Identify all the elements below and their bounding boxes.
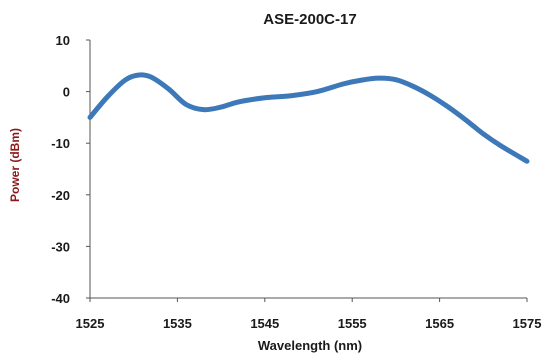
- data-point: [464, 118, 468, 122]
- x-tick-label: 1535: [163, 316, 192, 331]
- x-ticks: 1525 1535 1545 1555 1565 1575: [76, 298, 542, 331]
- series-layer: [87, 72, 530, 164]
- data-point: [289, 94, 293, 98]
- chart-title: ASE-200C-17: [263, 11, 356, 28]
- data-point: [315, 90, 319, 94]
- data-point: [202, 108, 206, 112]
- data-point: [411, 84, 415, 88]
- data-point: [149, 75, 153, 79]
- data-point: [123, 78, 127, 82]
- y-tick-label: -20: [51, 188, 70, 203]
- data-point: [341, 82, 345, 86]
- data-point: [446, 105, 450, 109]
- y-tick-label: -30: [51, 239, 70, 254]
- x-tick-label: 1565: [425, 316, 454, 331]
- data-point: [481, 132, 485, 136]
- data-point: [167, 87, 171, 91]
- data-point: [359, 78, 363, 82]
- data-point: [88, 115, 92, 119]
- x-tick-label: 1525: [76, 316, 105, 331]
- y-tick-label: 10: [56, 33, 70, 48]
- series-line-0: [87, 72, 530, 164]
- data-point: [136, 73, 140, 77]
- data-point: [499, 144, 503, 148]
- data-point: [184, 103, 188, 107]
- data-point: [263, 96, 267, 100]
- y-ticks: 10 0 -10 -20 -30 -40: [51, 33, 90, 306]
- axes: [89, 40, 527, 299]
- data-point: [237, 100, 241, 104]
- data-point: [219, 105, 223, 109]
- data-point: [376, 76, 380, 80]
- x-tick-label: 1575: [513, 316, 542, 331]
- data-point: [525, 159, 529, 163]
- x-tick-label: 1555: [338, 316, 367, 331]
- y-tick-label: -40: [51, 291, 70, 306]
- data-point: [429, 94, 433, 98]
- data-point: [105, 95, 109, 99]
- x-axis-label: Wavelength (nm): [258, 338, 362, 353]
- y-axis-label: Power (dBm): [8, 128, 22, 202]
- data-point: [394, 78, 398, 82]
- x-tick-label: 1545: [250, 316, 279, 331]
- y-tick-label: -10: [51, 136, 70, 151]
- y-tick-label: 0: [63, 85, 70, 100]
